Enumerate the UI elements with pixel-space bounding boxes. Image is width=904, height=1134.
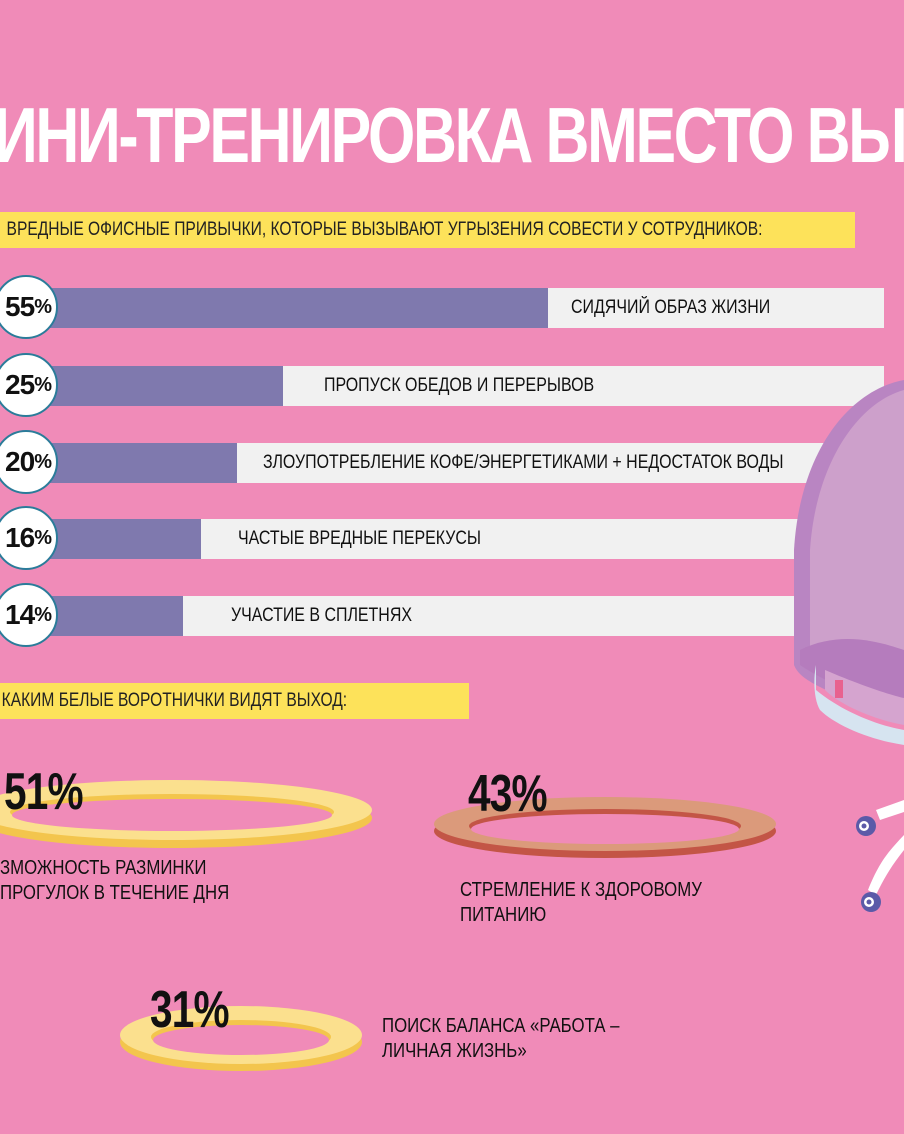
value-number: 20	[5, 446, 35, 477]
solution-caption-3: ПОИСК БАЛАНСА «РАБОТА – ЛИЧНАЯ ЖИЗНЬ»	[382, 1014, 619, 1064]
bar-label: ЧАСТЫЕ ВРЕДНЫЕ ПЕРЕКУСЫ	[238, 528, 482, 549]
ring-icon-yellow	[0, 780, 372, 848]
value-bubble: 55%	[0, 275, 58, 339]
habits-section-label-text: ВРЕДНЫЕ ОФИСНЫЕ ПРИВЫЧКИ, КОТОРЫЕ ВЫЗЫВА…	[6, 219, 763, 240]
value-bubble: 20%	[0, 430, 58, 494]
value-number: 55	[5, 291, 35, 322]
bar-row-3: ЗЛОУПОТРЕБЛЕНИЕ КОФЕ/ЭНЕРГЕТИКАМИ + НЕДО…	[0, 430, 904, 494]
value-number: 14	[5, 599, 35, 630]
bar-fill	[30, 519, 201, 559]
value-bubble: 14%	[0, 583, 58, 647]
caption-line: ПИТАНИЮ	[460, 904, 547, 926]
value-percent-sign: %	[34, 450, 52, 473]
caption-line: ЗМОЖНОСТЬ РАЗМИНКИ	[0, 857, 207, 879]
bar-fill	[30, 366, 283, 406]
bar-fill	[30, 288, 548, 328]
solution-value-2: 43%	[468, 765, 548, 823]
bar-row-1: СИДЯЧИЙ ОБРАЗ ЖИЗНИ 55%	[0, 275, 904, 339]
solution-caption-1: ЗМОЖНОСТЬ РАЗМИНКИ ПРОГУЛОК В ТЕЧЕНИЕ ДН…	[0, 856, 229, 906]
solutions-section-label-text: КАКИМ БЕЛЫЕ ВОРОТНИЧКИ ВИДЯТ ВЫХОД:	[1, 690, 348, 711]
value-percent-sign: %	[34, 295, 52, 318]
caption-line: ЛИЧНАЯ ЖИЗНЬ»	[382, 1040, 527, 1062]
value-bubble: 16%	[0, 506, 58, 570]
bar-label: ПРОПУСК ОБЕДОВ И ПЕРЕРЫВОВ	[324, 375, 595, 396]
ring-icon-yellow-small	[120, 1006, 362, 1071]
caption-line: СТРЕМЛЕНИЕ К ЗДОРОВОМУ	[460, 879, 702, 901]
bar-row-2: ПРОПУСК ОБЕДОВ И ПЕРЕРЫВОВ 25%	[0, 353, 904, 417]
value-percent-sign: %	[34, 526, 52, 549]
solutions-section-label: КАКИМ БЕЛЫЕ ВОРОТНИЧКИ ВИДЯТ ВЫХОД:	[0, 683, 469, 719]
solution-caption-2: СТРЕМЛЕНИЕ К ЗДОРОВОМУ ПИТАНИЮ	[460, 878, 702, 928]
bar-row-4: ЧАСТЫЕ ВРЕДНЫЕ ПЕРЕКУСЫ 16%	[0, 506, 904, 570]
bar-label: ЗЛОУПОТРЕБЛЕНИЕ КОФЕ/ЭНЕРГЕТИКАМИ + НЕДО…	[263, 452, 784, 473]
page-title: ИНИ-ТРЕНИРОВКА ВМЕСТО ВЫП	[0, 91, 904, 179]
value-number: 16	[5, 522, 35, 553]
bar-fill	[30, 443, 237, 483]
bar-row-5: УЧАСТИЕ В СПЛЕТНЯХ 14%	[0, 583, 904, 647]
value-percent-sign: %	[34, 373, 52, 396]
caption-line: ПРОГУЛОК В ТЕЧЕНИЕ ДНЯ	[0, 882, 230, 904]
habits-section-label: ВРЕДНЫЕ ОФИСНЫЕ ПРИВЫЧКИ, КОТОРЫЕ ВЫЗЫВА…	[0, 212, 855, 248]
solution-value-3: 31%	[150, 981, 230, 1039]
bar-label: СИДЯЧИЙ ОБРАЗ ЖИЗНИ	[571, 297, 771, 318]
value-percent-sign: %	[34, 603, 52, 626]
value-bubble: 25%	[0, 353, 58, 417]
solution-value-1: 51%	[4, 763, 84, 821]
ring-icon-terracotta	[434, 797, 776, 858]
value-number: 25	[5, 369, 35, 400]
bar-label: УЧАСТИЕ В СПЛЕТНЯХ	[231, 605, 413, 626]
caption-line: ПОИСК БАЛАНСА «РАБОТА –	[382, 1015, 620, 1037]
office-chair-illustration	[794, 380, 904, 912]
